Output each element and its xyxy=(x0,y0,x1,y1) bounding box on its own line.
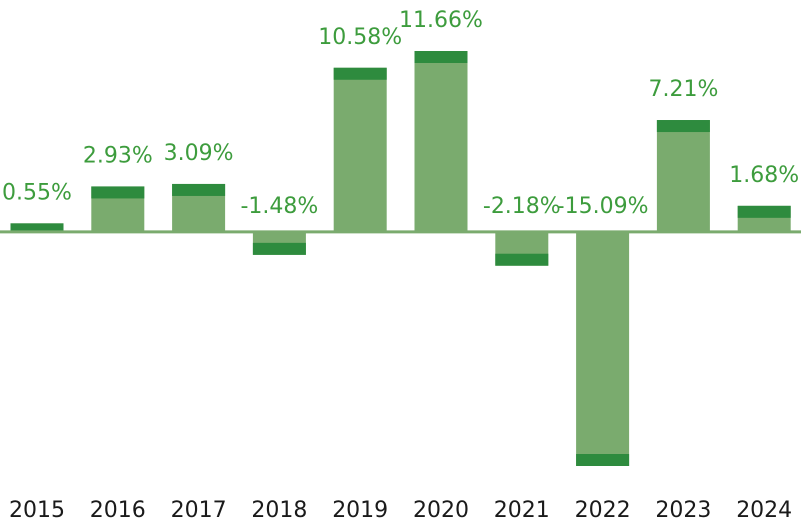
bar xyxy=(656,120,710,232)
value-label: -1.48% xyxy=(240,194,318,219)
value-label: 10.58% xyxy=(318,25,402,50)
value-label: 11.66% xyxy=(399,8,483,33)
value-label: 7.21% xyxy=(648,77,718,102)
bar xyxy=(576,231,630,466)
value-label: 2.93% xyxy=(83,143,153,168)
x-tick-label: 2018 xyxy=(251,498,307,523)
value-label: -2.18% xyxy=(483,194,561,219)
bar-cap xyxy=(576,454,630,466)
bar-cap xyxy=(414,51,468,63)
bar-cap xyxy=(495,253,549,266)
x-tick-label: 2020 xyxy=(413,498,469,523)
bar-cap xyxy=(737,205,791,218)
bar xyxy=(333,67,387,232)
bar-cap xyxy=(91,186,145,199)
bar-cap xyxy=(656,120,710,133)
bar-cap xyxy=(172,183,226,196)
value-label: 0.55% xyxy=(2,180,72,205)
bar xyxy=(414,51,468,232)
x-tick-label: 2023 xyxy=(655,498,711,523)
value-label: 1.68% xyxy=(729,163,799,188)
x-tick-label: 2016 xyxy=(90,498,146,523)
x-tick-label: 2021 xyxy=(494,498,550,523)
bar-cap xyxy=(10,223,64,232)
x-tick-label: 2015 xyxy=(9,498,65,523)
x-tick-label: 2022 xyxy=(575,498,631,523)
x-tick-label: 2019 xyxy=(332,498,388,523)
value-label: -15.09% xyxy=(557,194,649,219)
x-tick-label: 2024 xyxy=(736,498,792,523)
value-label: 3.09% xyxy=(164,141,234,166)
bar-cap xyxy=(333,67,387,80)
x-tick-label: 2017 xyxy=(171,498,227,523)
bar-cap xyxy=(252,242,306,255)
